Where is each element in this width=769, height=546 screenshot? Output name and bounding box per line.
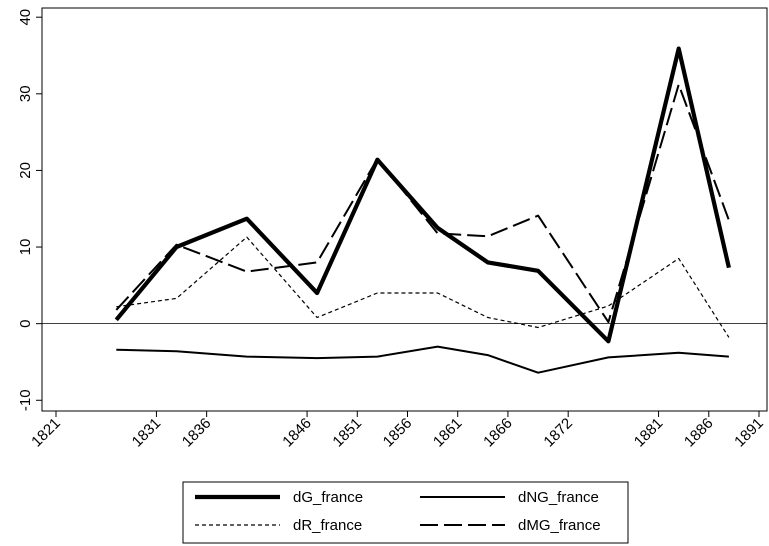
legend-label-dG-france: dG_france — [293, 489, 363, 506]
plot-frame — [41, 7, 768, 412]
legend-label-dNG-france: dNG_france — [518, 489, 599, 506]
legend-label-dMG-france: dMG_france — [518, 517, 601, 534]
y-tick-label-10: 10 — [17, 239, 34, 256]
legend: dG_france dNG_france dR_france dMG_france — [182, 481, 629, 544]
series-lines — [114, 46, 731, 374]
y-tick-label-40: 40 — [17, 9, 34, 26]
x-tick-label-1891: 1891 — [731, 415, 767, 451]
series-line-dG-france — [114, 46, 731, 344]
x-tick-label-1861: 1861 — [430, 415, 466, 451]
x-tick-label-1881: 1881 — [631, 415, 667, 451]
x-tick-label-1821: 1821 — [28, 415, 64, 451]
y-tick-label-20: 20 — [17, 162, 34, 179]
x-tick-label-1846: 1846 — [279, 415, 315, 451]
y-tick-label-0: 0 — [17, 319, 34, 327]
series-line-dR-france — [116, 236, 730, 338]
x-tick-label-1872: 1872 — [540, 415, 576, 451]
legend-box — [182, 481, 629, 544]
x-tick-label-1831: 1831 — [129, 415, 165, 451]
x-tick-label-1886: 1886 — [681, 415, 717, 451]
series-line-dNG-france — [116, 345, 729, 374]
x-tick-label-1856: 1856 — [380, 415, 416, 451]
axes: -10 0 10 20 30 40 1821 1831 1836 1846 1851 1856 1861… — [17, 7, 768, 451]
x-tick-label-1836: 1836 — [179, 415, 215, 451]
x-tick-label-1866: 1866 — [480, 415, 516, 451]
x-tick-label-1851: 1851 — [329, 415, 365, 451]
legend-label-dR-france: dR_france — [293, 517, 362, 534]
y-tick-label--10: -10 — [17, 389, 34, 411]
y-tick-label-30: 30 — [17, 85, 34, 102]
